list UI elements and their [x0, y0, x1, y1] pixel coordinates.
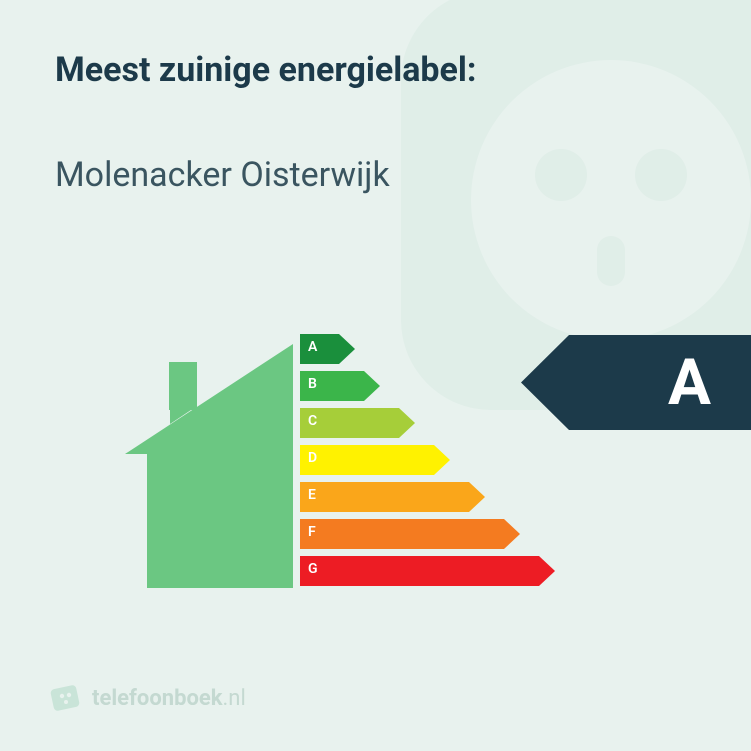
brand-name-suffix: .nl	[223, 686, 246, 711]
energy-bar-label: G	[308, 561, 318, 577]
brand-logo-icon	[50, 683, 80, 713]
energy-bar-label: D	[308, 450, 317, 466]
brand-name-bold: telefoonboek	[92, 686, 223, 711]
energy-bar-label: C	[308, 413, 317, 429]
brand-text: telefoonboek.nl	[92, 686, 246, 711]
energy-bar-label: A	[308, 339, 317, 355]
energy-bar-label: E	[308, 487, 316, 503]
energy-bar-label: B	[308, 376, 317, 392]
house-icon	[125, 344, 293, 588]
page-title: Meest zuinige energielabel:	[55, 50, 477, 90]
energy-bar-label: F	[308, 524, 316, 540]
energy-label-card: Meest zuinige energielabel: Molenacker O…	[0, 0, 751, 751]
grade-badge: A	[521, 335, 751, 430]
grade-letter: A	[668, 345, 711, 420]
location-name: Molenacker Oisterwijk	[55, 155, 390, 195]
footer-brand: telefoonboek.nl	[50, 683, 246, 713]
